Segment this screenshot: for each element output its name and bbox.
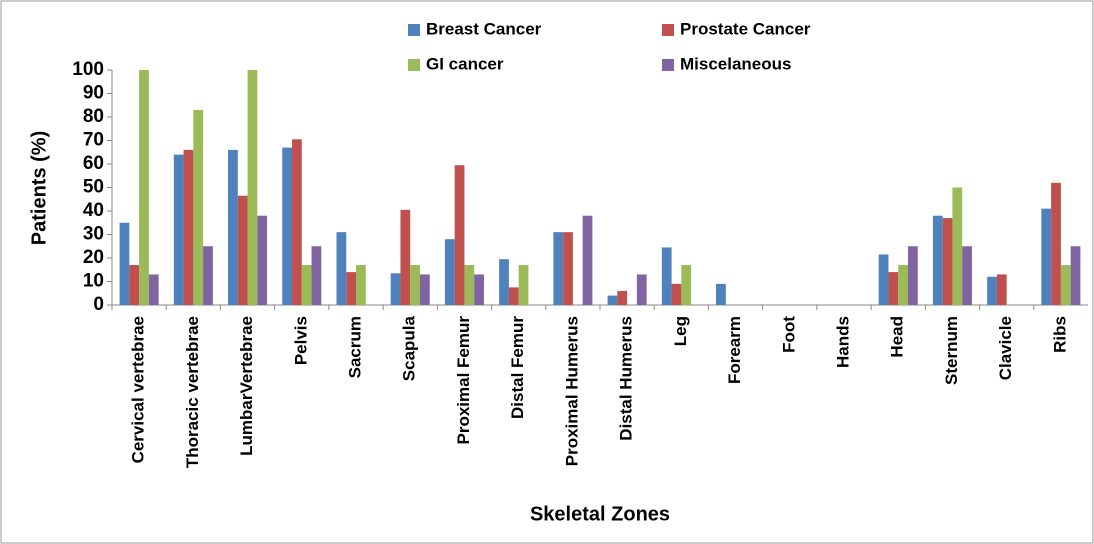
bar [888, 272, 899, 305]
y-tick-label: 20 [83, 247, 104, 268]
bar [962, 246, 972, 305]
x-tick-label: Ribs [1050, 316, 1069, 353]
y-tick-label: 40 [83, 200, 104, 221]
legend-swatch [408, 59, 420, 71]
bar [671, 283, 682, 305]
bar [1051, 182, 1061, 305]
legend-swatch [662, 24, 674, 36]
bar [987, 276, 997, 305]
bar [311, 246, 322, 305]
y-tick-label: 30 [83, 224, 104, 245]
bar [878, 254, 889, 305]
bar [282, 147, 293, 305]
bar [932, 215, 943, 305]
bar [716, 283, 726, 305]
bar [419, 274, 430, 305]
bar [681, 265, 692, 305]
bar [617, 290, 628, 305]
bar [474, 274, 484, 305]
x-tick-label: Sternum [942, 316, 961, 385]
bar [257, 215, 268, 305]
bar [237, 195, 248, 305]
bar [173, 154, 184, 305]
bar [356, 265, 366, 305]
bar [119, 222, 130, 305]
y-tick-label: 10 [83, 271, 104, 292]
x-tick-label: Proximal Humerus [562, 316, 581, 466]
bar [444, 239, 455, 305]
x-tick-label: Cervical vertebrae [129, 316, 148, 463]
bar [129, 265, 140, 305]
x-axis-title: Skeletal Zones [530, 503, 670, 525]
bar [1060, 265, 1071, 305]
bar [346, 272, 356, 305]
bar [301, 265, 312, 305]
x-tick-label: Proximal Femur [454, 316, 473, 445]
x-tick-label: Scapula [400, 315, 419, 381]
legend-swatch [662, 59, 674, 71]
bar [139, 70, 149, 305]
bar [607, 295, 618, 305]
x-tick-label: Distal Humerus [617, 316, 636, 441]
x-tick-label: Hands [833, 316, 852, 368]
bar [1041, 208, 1052, 305]
bar [183, 149, 194, 305]
x-tick-label: Leg [671, 316, 690, 346]
x-tick-label: Head [888, 316, 907, 358]
x-tick-label: Sacrum [345, 316, 364, 378]
y-tick-label: 90 [83, 83, 104, 104]
bar [464, 265, 475, 305]
legend-label: GI cancer [426, 54, 504, 73]
bar [203, 246, 213, 305]
bar [400, 209, 411, 305]
x-tick-label: LumbarVertebrae [237, 316, 256, 456]
y-tick-label: 100 [72, 59, 104, 80]
y-tick-label: 50 [83, 177, 104, 198]
bar [996, 274, 1007, 305]
x-tick-label: Pelvis [291, 316, 310, 365]
bar [499, 259, 509, 305]
bar [247, 70, 258, 305]
bar [508, 287, 519, 305]
legend-label: Breast Cancer [426, 19, 542, 38]
bar [942, 218, 953, 305]
bar [228, 149, 238, 305]
bar [1070, 246, 1081, 305]
x-tick-label: Thoracic vertebrae [183, 316, 202, 468]
bar [410, 265, 420, 305]
bar [582, 215, 593, 305]
y-tick-label: 80 [83, 106, 104, 127]
legend-label: Prostate Cancer [680, 19, 811, 38]
bar [898, 265, 908, 305]
x-tick-label: Clavicle [996, 316, 1015, 380]
bar [193, 109, 204, 305]
bar [518, 265, 529, 305]
bar [553, 232, 564, 305]
bar [661, 247, 672, 305]
bar [952, 187, 963, 305]
x-tick-label: Foot [779, 316, 798, 353]
bar [907, 246, 918, 305]
bar [563, 232, 573, 305]
y-tick-label: 70 [83, 130, 104, 151]
bar [292, 139, 302, 305]
bar [148, 274, 159, 305]
bar [454, 165, 465, 305]
bar [336, 232, 347, 305]
legend-label: Miscelaneous [680, 54, 792, 73]
y-tick-label: 0 [93, 294, 104, 315]
y-tick-label: 60 [83, 153, 104, 174]
x-tick-label: Forearm [725, 316, 744, 384]
bar [390, 273, 401, 305]
legend-swatch [408, 24, 420, 36]
x-tick-label: Distal Femur [508, 316, 527, 419]
bar [636, 274, 647, 305]
y-axis-title: Patients (%) [28, 131, 50, 245]
